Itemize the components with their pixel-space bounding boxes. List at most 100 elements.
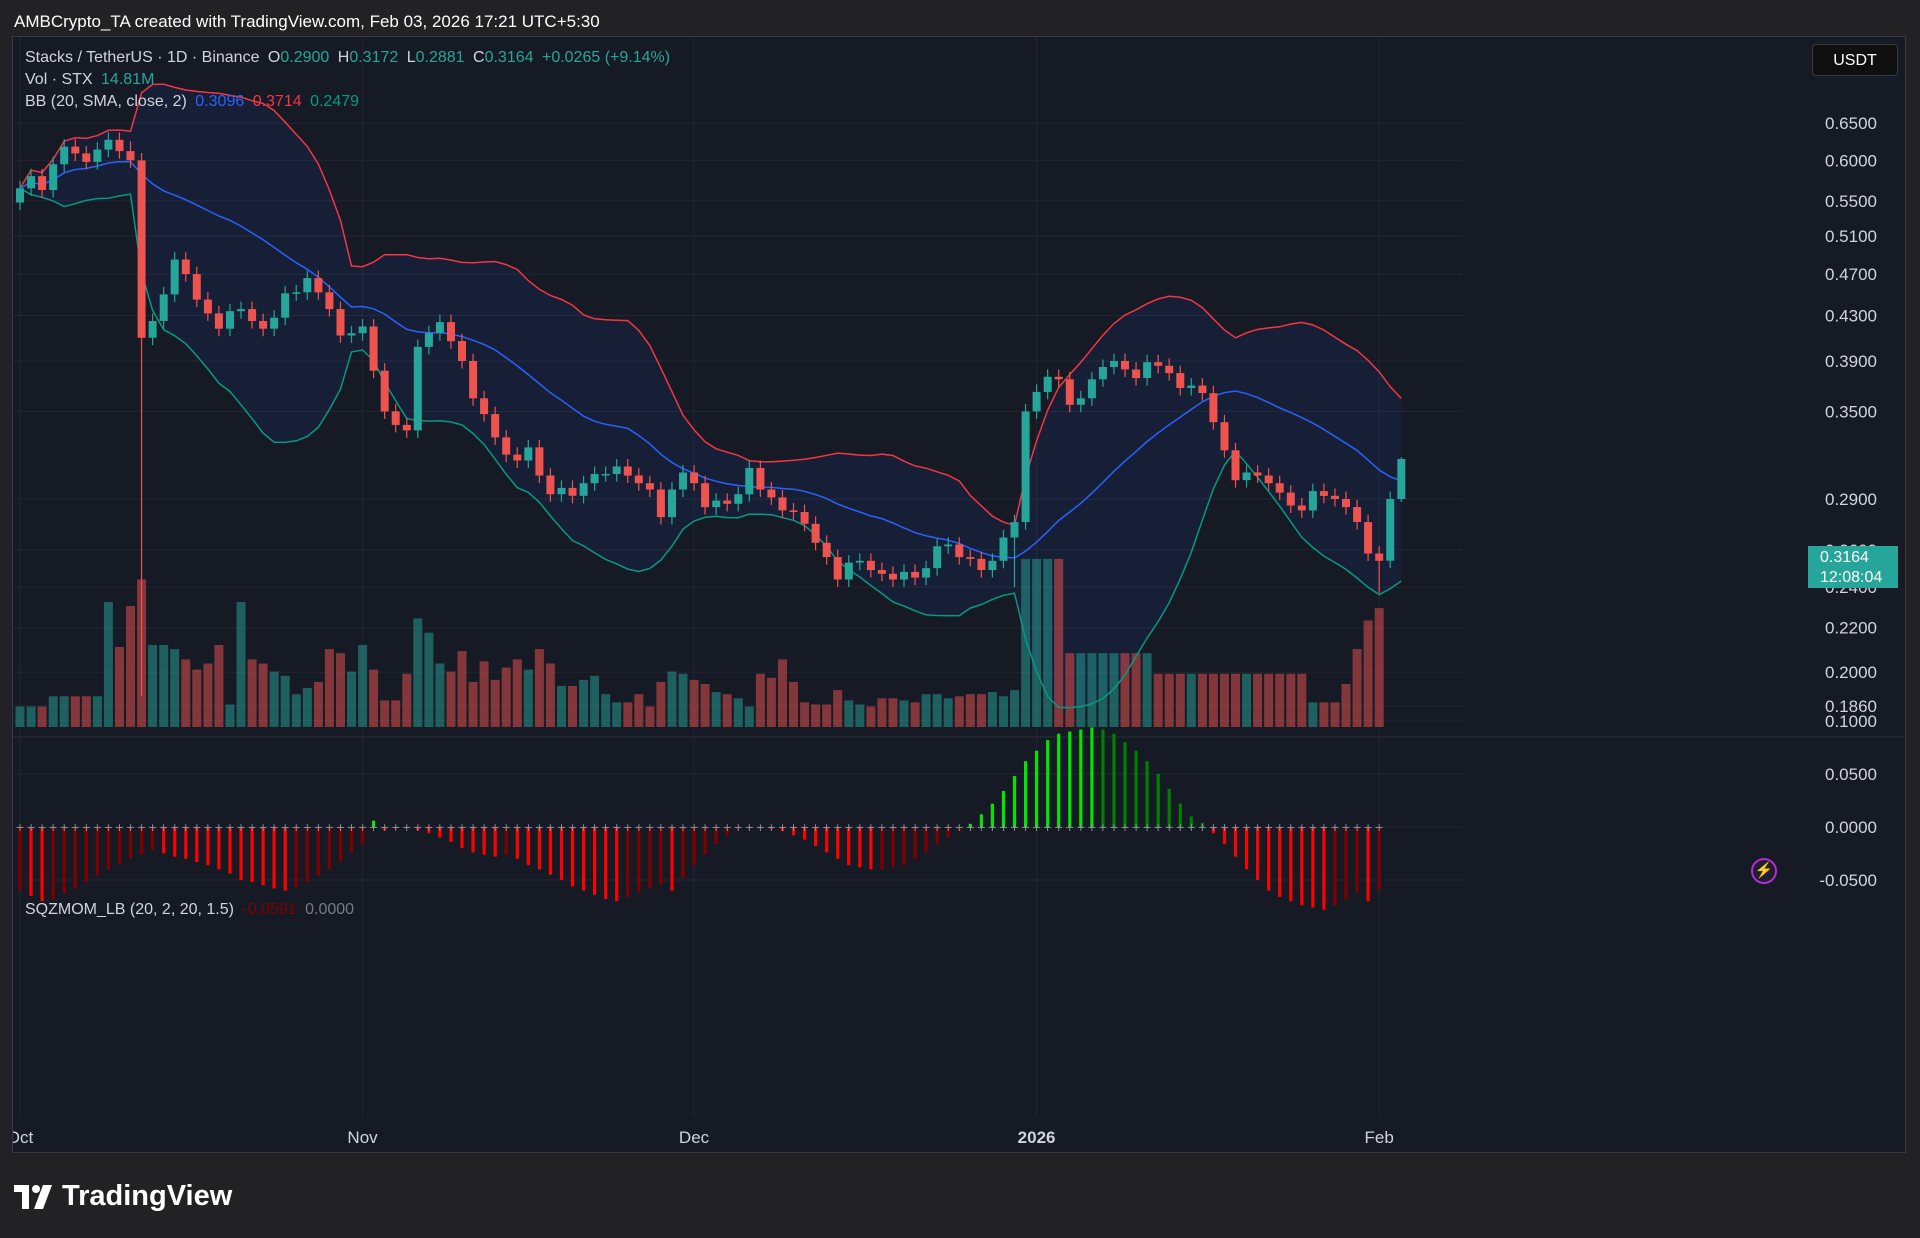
squeeze-dot: + [479, 821, 488, 834]
squeeze-dot: + [159, 821, 168, 834]
volume-bar [789, 681, 798, 727]
volume-bar [811, 704, 821, 727]
squeeze-dot: + [1065, 821, 1074, 834]
squeeze-dot: + [93, 821, 102, 834]
candle-body [93, 149, 102, 162]
squeeze-dot: + [789, 821, 798, 834]
candle-body [1154, 362, 1163, 366]
volume-bar [115, 647, 124, 727]
volume-bar [501, 667, 511, 727]
sqzmom-zero-value: 0.0000 [305, 901, 355, 918]
sqzmom-bar [493, 827, 497, 857]
volume-bar [37, 706, 47, 727]
sqzmom-bar [1322, 827, 1326, 910]
squeeze-dot: + [1076, 821, 1085, 834]
volume-bar [1098, 653, 1108, 727]
volume-bar [181, 659, 191, 727]
squeeze-dot: + [104, 821, 113, 834]
sqzmom-bar [1057, 733, 1061, 827]
price-tick-label: 0.2900 [1825, 490, 1877, 509]
squeeze-dot: + [855, 821, 864, 834]
squeeze-dot: + [656, 821, 665, 834]
squeeze-dot: + [623, 821, 632, 834]
sqzmom-bar [460, 827, 464, 849]
sqzmom-bar [648, 827, 652, 889]
volume-bar [1054, 558, 1064, 727]
candle-body [38, 176, 47, 190]
squeeze-dot: + [944, 821, 953, 834]
volume-bar [733, 698, 743, 727]
volume-bar [358, 645, 368, 727]
sqzmom-value: -0.0591 [242, 901, 297, 918]
chart-panel[interactable]: + + + + + + + + + + + + + + + + + + + + + + + + + + + + + + + + + + + + + + + +… [12, 36, 1906, 1153]
sqzmom-bar [217, 827, 221, 870]
candle-body [966, 557, 975, 559]
candle-body [679, 472, 687, 490]
candle-body [911, 571, 920, 578]
volume-bar [258, 663, 268, 727]
candle-body [502, 437, 511, 455]
squeeze-dot: + [513, 821, 522, 834]
sqzmom-bar [935, 827, 939, 844]
squeeze-dot: + [689, 821, 698, 834]
squeeze-dot: + [1209, 821, 1218, 834]
volume-bars [15, 558, 1384, 727]
sqzmom-bar [228, 827, 232, 874]
ohlc-change: +0.0265 (+9.14%) [541, 49, 671, 66]
volume-bar [888, 698, 898, 727]
candle-body [612, 466, 621, 474]
candle-body [391, 411, 400, 425]
sqzmom-bar [537, 827, 541, 870]
squeeze-dot: + [712, 821, 721, 834]
volume-bar [1131, 653, 1141, 727]
bollinger-upper-value: 0.3714 [252, 93, 302, 110]
squeeze-dot: + [568, 821, 577, 834]
candle-body [668, 489, 676, 518]
squeeze-dot: + [49, 821, 58, 834]
squeeze-dot: + [1242, 821, 1251, 834]
sqzmom-bar [372, 820, 376, 827]
volume-bar [1065, 653, 1075, 727]
volume-bar [910, 702, 920, 727]
squeeze-dot: + [446, 821, 455, 834]
currency-button[interactable]: USDT [1812, 44, 1898, 76]
sqzmom-bar [593, 827, 597, 895]
volume-label: Vol · STX [25, 71, 93, 88]
sqzmom-bar [482, 827, 486, 855]
sqzmom-bar [360, 827, 365, 844]
sqzmom-bar [438, 827, 442, 838]
squeeze-dot: + [1120, 821, 1129, 834]
sqzmom-bar [836, 827, 840, 859]
last-price-value: 0.3164 [1820, 549, 1869, 566]
squeeze-dot: + [1010, 821, 1019, 834]
squeeze-dot: + [1231, 821, 1240, 834]
price-tick-label: 0.3900 [1825, 352, 1877, 371]
squeeze-dot: + [1032, 821, 1041, 834]
sqzmom-bar [957, 827, 961, 832]
candle-body [889, 573, 897, 580]
candle-body [1264, 475, 1273, 484]
sqzmom-bar [305, 827, 309, 883]
squeeze-dot: + [491, 821, 500, 834]
candle-body [237, 309, 245, 312]
volume-bar [324, 649, 334, 727]
volume-bar [457, 651, 467, 727]
volume-bar [1197, 673, 1207, 727]
candle-body [568, 487, 577, 496]
lightning-icon[interactable]: ⚡ [1751, 858, 1777, 884]
squeeze-dot: + [634, 821, 643, 834]
sqzmom-bar [206, 827, 210, 866]
squeeze-dot: + [15, 821, 24, 834]
candle-body [1353, 507, 1362, 522]
price-tick-label: 0.2000 [1825, 663, 1877, 682]
volume-bar [634, 694, 644, 727]
volume-bar [545, 663, 555, 727]
chart-canvas[interactable]: + + + + + + + + + + + + + + + + + + + + + + + + + + + + + + + + + + + + + + + +… [13, 37, 1905, 1152]
sqzmom-bar [902, 827, 906, 866]
candle-body [701, 483, 710, 508]
volume-bar [1076, 653, 1086, 727]
squeeze-dot: + [1286, 821, 1295, 834]
sqzmom-bar [968, 823, 972, 827]
candle-body [259, 321, 268, 329]
sqzmom-bar [504, 827, 508, 855]
